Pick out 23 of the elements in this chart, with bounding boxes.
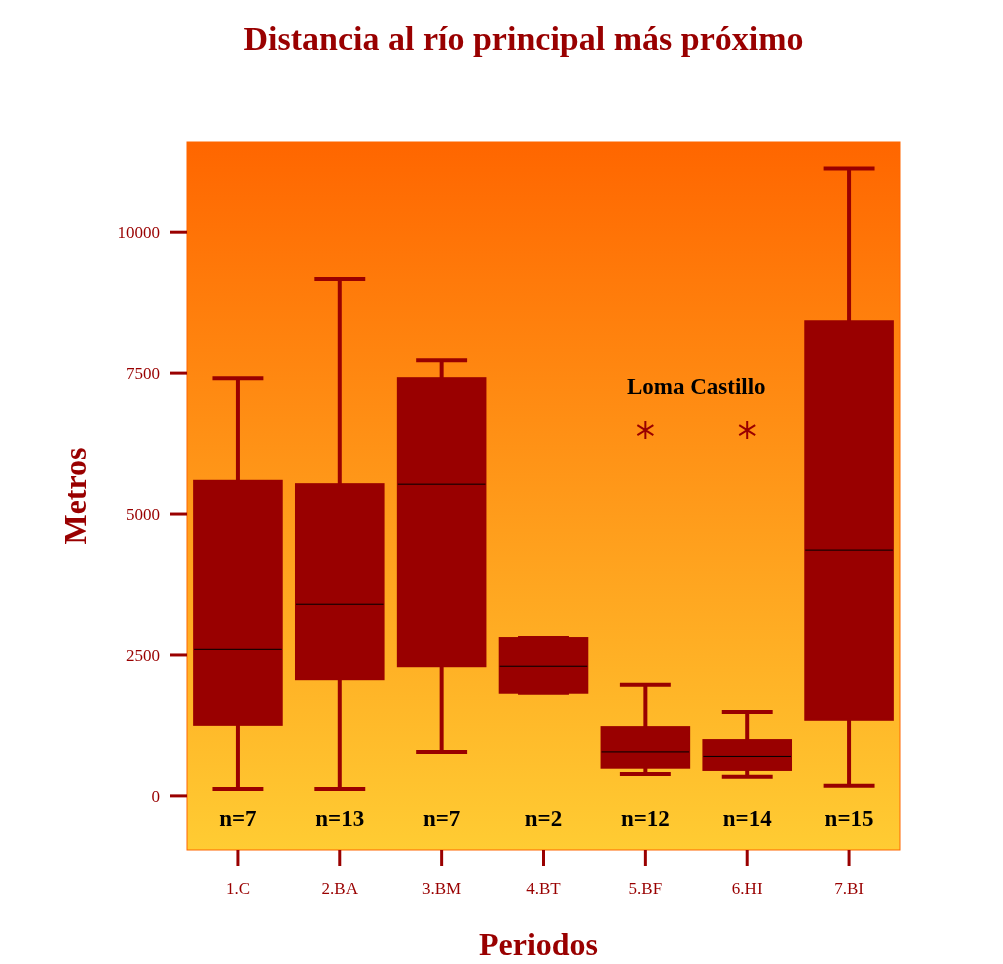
annotation: n=2 <box>524 806 563 831</box>
annotation: Loma Castillo <box>626 374 766 400</box>
annotation: n=15 <box>824 806 874 831</box>
annotation: n=14 <box>722 806 773 831</box>
chart-title: Distancia al río principal más próximo <box>243 20 804 57</box>
y-tick-label: 5000 <box>126 505 160 525</box>
y-tick-label: 0 <box>151 786 160 806</box>
x-tick-label: 6.HI <box>731 879 763 898</box>
x-tick-label: 5.BF <box>628 879 663 898</box>
y-tick-label: 10000 <box>117 223 160 243</box>
x-tick-label: 7.BI <box>834 879 865 898</box>
x-tick-label: 1.C <box>225 879 250 898</box>
x-axis-title: Periodos <box>478 926 599 962</box>
annotation: n=12 <box>620 806 670 831</box>
x-tick-label: 4.BT <box>526 879 562 898</box>
annotation: n=13 <box>315 806 365 831</box>
y-axis-title: Metros <box>57 447 93 545</box>
x-tick-label: 2.BA <box>321 879 359 898</box>
annotation: n=7 <box>219 806 257 831</box>
y-tick-label: 7500 <box>126 364 160 384</box>
x-tick-label: 3.BM <box>422 879 462 898</box>
annotation: n=7 <box>422 806 461 831</box>
y-tick-label: 2500 <box>126 645 160 665</box>
